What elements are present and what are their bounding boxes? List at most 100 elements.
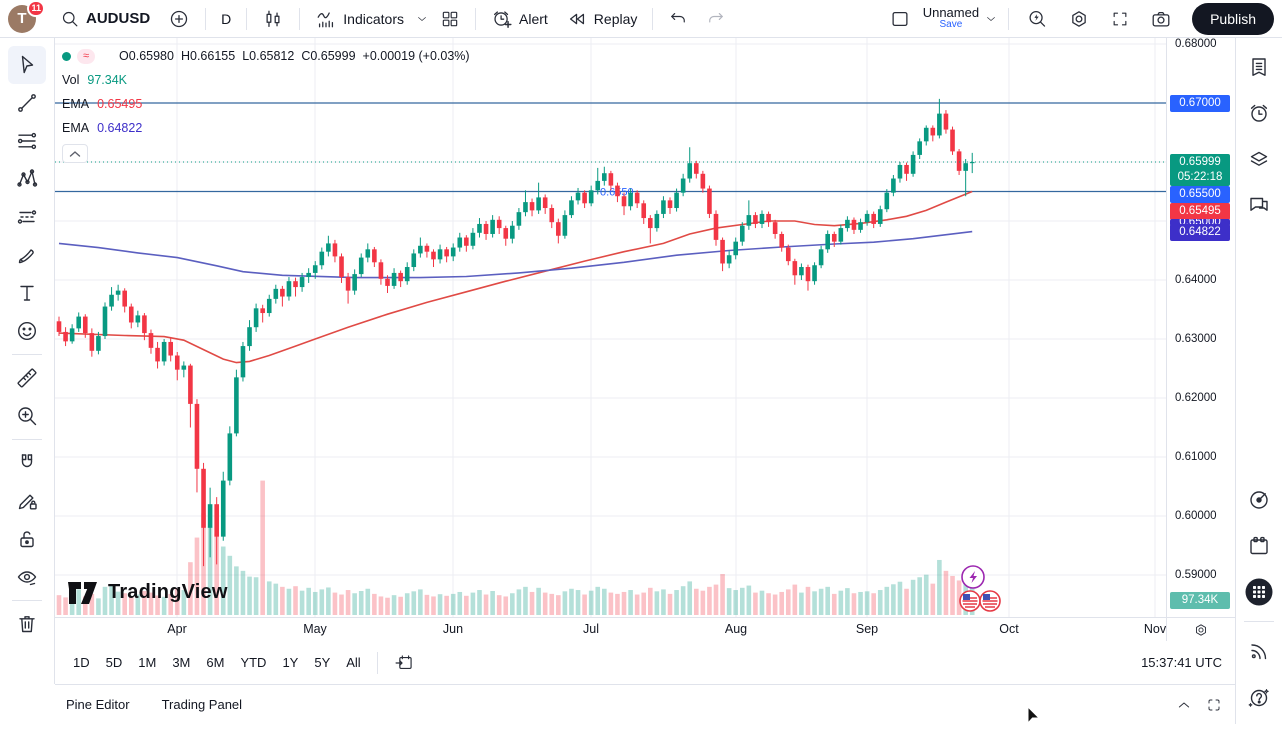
text-tool-button[interactable] <box>8 274 46 312</box>
chart-area: 0.6550 ≈ O0.65980H0.66155L0.65812C0.6599… <box>55 38 1235 724</box>
sidebar-divider <box>1244 621 1274 622</box>
toolbar-divider <box>12 354 42 355</box>
trend-line-tool-icon <box>15 91 39 115</box>
maximize-panel-icon[interactable] <box>1206 697 1222 713</box>
range-5y-button[interactable]: 5Y <box>306 650 338 675</box>
candle <box>661 200 666 214</box>
tab-trading-panel[interactable]: Trading Panel <box>162 691 242 718</box>
emoji-tool-button[interactable] <box>8 312 46 350</box>
drawing-mode-tool-button[interactable] <box>8 482 46 520</box>
candle <box>320 252 325 266</box>
layout-dropdown-button[interactable] <box>983 9 999 29</box>
candle <box>201 469 206 528</box>
ideas-pill-icon[interactable]: ≈ <box>77 49 95 64</box>
legend-collapse-button[interactable] <box>62 144 88 163</box>
range-all-button[interactable]: All <box>338 650 368 675</box>
save-link[interactable]: Save <box>939 20 962 31</box>
flag-event-icon <box>980 591 1000 611</box>
fullscreen-button[interactable] <box>1102 5 1138 33</box>
brush-tool-button[interactable] <box>8 236 46 274</box>
range-1y-button[interactable]: 1Y <box>274 650 306 675</box>
fib-retracement-tool-button[interactable] <box>8 122 46 160</box>
sidebar-object-tree-button[interactable] <box>1240 140 1278 178</box>
hide-drawings-tool-button[interactable] <box>8 558 46 596</box>
go-to-date-button[interactable] <box>386 649 422 677</box>
snapshot-button[interactable] <box>1142 4 1180 34</box>
magnet-tool-button[interactable] <box>8 444 46 482</box>
candle <box>168 342 173 356</box>
expand-panel-icon[interactable] <box>1176 697 1192 713</box>
candle <box>425 246 430 252</box>
zoom-in-tool-button[interactable] <box>8 397 46 435</box>
layout-select-button[interactable] <box>881 4 919 34</box>
create-alert-button[interactable]: Alert <box>483 4 556 34</box>
interval-button[interactable]: D <box>213 7 239 31</box>
volume-legend-row[interactable]: Vol 97.34K <box>62 68 477 92</box>
sidebar-help-button[interactable] <box>1240 678 1278 716</box>
range-5d-button[interactable]: 5D <box>98 650 131 675</box>
range-1m-button[interactable]: 1M <box>130 650 164 675</box>
candles <box>57 99 975 566</box>
remove-drawings-tool-button[interactable] <box>8 605 46 643</box>
range-1d-button[interactable]: 1D <box>65 650 98 675</box>
range-3m-button[interactable]: 3M <box>164 650 198 675</box>
sidebar-watchlist-button[interactable] <box>1240 48 1278 86</box>
candle <box>852 220 857 230</box>
indicators-dropdown-button[interactable] <box>414 9 430 29</box>
indicator-templates-button[interactable] <box>432 5 468 33</box>
candle <box>904 165 909 174</box>
user-avatar[interactable]: T 11 <box>8 5 36 33</box>
redo-button[interactable] <box>698 5 734 33</box>
chart-pane[interactable]: 0.6550 ≈ O0.65980H0.66155L0.65812C0.6599… <box>55 38 1166 617</box>
candle <box>457 238 462 248</box>
candle <box>464 238 469 246</box>
quick-search-button[interactable] <box>1018 4 1056 34</box>
brush-tool-icon <box>15 243 39 267</box>
axis-settings-gear-icon[interactable] <box>1193 622 1209 638</box>
sidebar-apps-button[interactable] <box>1240 573 1278 611</box>
publish-button[interactable]: Publish <box>1192 3 1274 35</box>
candle <box>740 226 745 242</box>
hide-drawings-tool-icon <box>15 565 39 589</box>
sidebar-news-button[interactable] <box>1240 632 1278 670</box>
alerts-icon <box>1247 101 1271 125</box>
ema1-legend-row[interactable]: EMA 0.65495 <box>62 92 477 116</box>
chart-style-button[interactable] <box>254 4 292 34</box>
layout-name-button[interactable]: Unnamed Save <box>923 6 979 30</box>
measure-tool-button[interactable] <box>8 359 46 397</box>
range-6m-button[interactable]: 6M <box>198 650 232 675</box>
sidebar-alerts-button[interactable] <box>1240 94 1278 132</box>
sidebar-calendar-button[interactable] <box>1240 527 1278 565</box>
chevron-down-icon <box>416 13 428 25</box>
candle <box>563 215 568 236</box>
replay-button[interactable]: Replay <box>558 4 646 34</box>
range-ytd-button[interactable]: YTD <box>232 650 274 675</box>
indicators-button[interactable]: Indicators <box>307 4 412 34</box>
time-axis-label: Jun <box>443 622 463 636</box>
xabcd-pattern-tool-button[interactable] <box>8 160 46 198</box>
clock-timezone[interactable]: 15:37:41 UTC <box>1141 655 1222 670</box>
go-to-date-icon <box>394 653 414 673</box>
position-tool-button[interactable] <box>8 198 46 236</box>
lock-drawings-tool-button[interactable] <box>8 520 46 558</box>
candle <box>582 193 587 204</box>
chart-settings-button[interactable] <box>1060 4 1098 34</box>
time-axis-label: Nov <box>1144 622 1166 636</box>
text-tool-icon <box>15 281 39 305</box>
cursor-tool-button[interactable] <box>8 46 46 84</box>
camera-icon <box>1150 8 1172 30</box>
sidebar-chat-button[interactable] <box>1240 186 1278 224</box>
trend-line-tool-button[interactable] <box>8 84 46 122</box>
ema2-legend-row[interactable]: EMA 0.64822 <box>62 116 477 140</box>
price-axis-label: 0.63000 <box>1175 333 1217 345</box>
symbol-search-button[interactable]: AUDUSD <box>52 5 158 33</box>
ema-fast-line[interactable] <box>59 192 972 363</box>
undo-button[interactable] <box>660 5 696 33</box>
sidebar-ideas-button[interactable] <box>1240 481 1278 519</box>
tab-pine-editor[interactable]: Pine Editor <box>66 691 130 718</box>
compare-add-symbol-button[interactable] <box>160 4 198 34</box>
candle <box>865 214 870 222</box>
